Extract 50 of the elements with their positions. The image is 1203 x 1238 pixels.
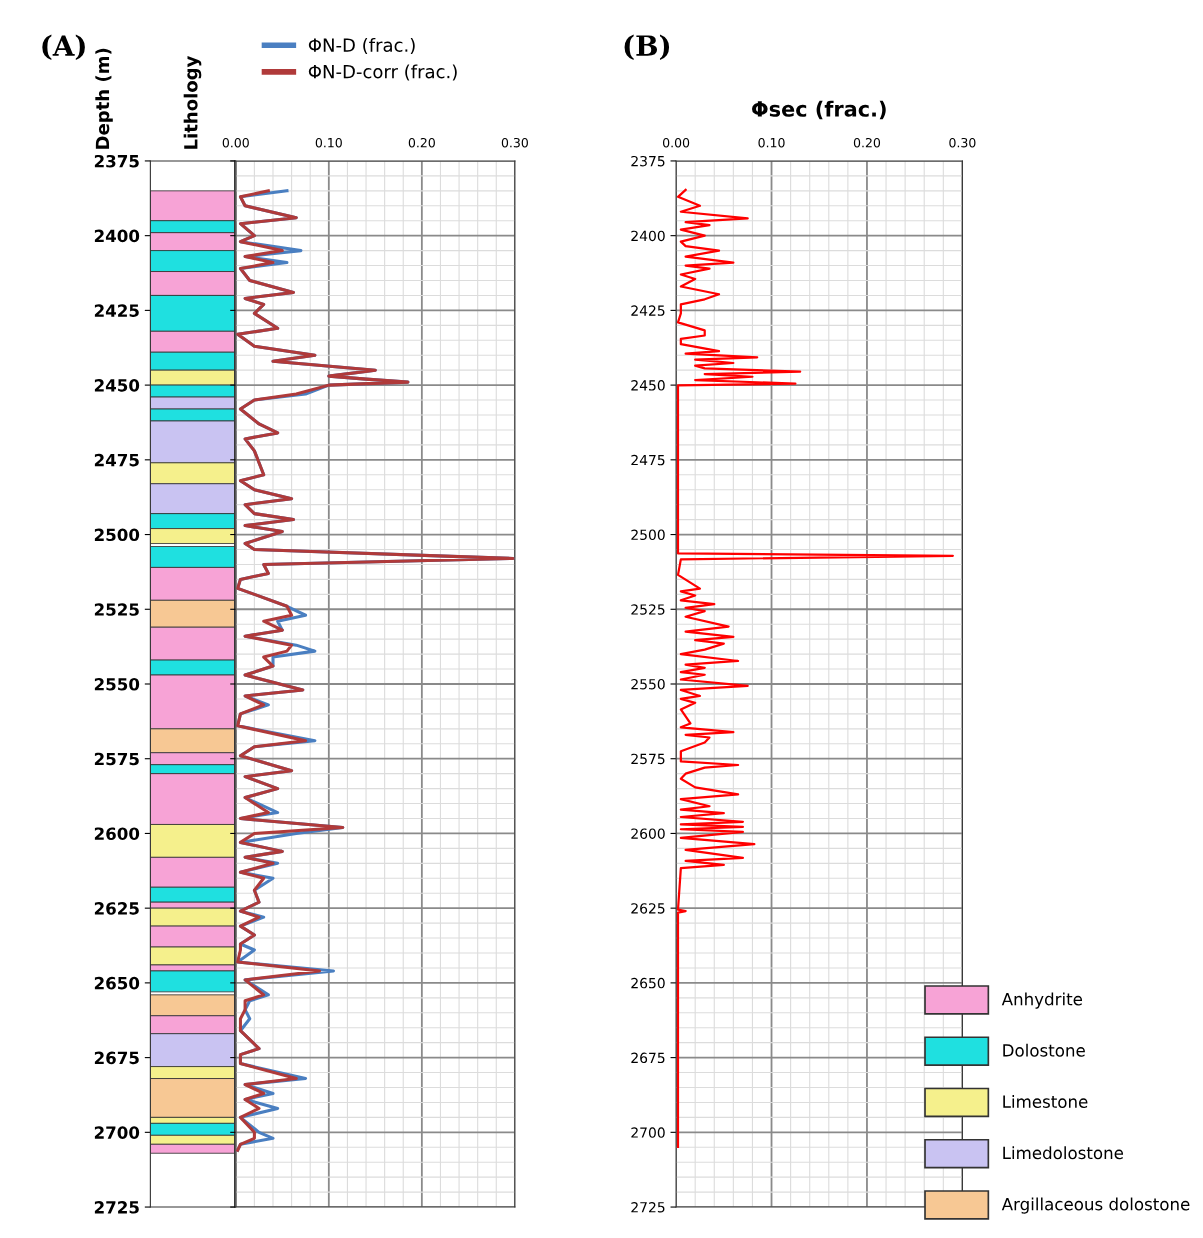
x-tick-label: 0.10 [315, 137, 342, 148]
x-tick-label: 0.30 [501, 137, 528, 148]
y-tick-label: 2700 [94, 1126, 140, 1139]
y-tick-label: 2600 [631, 828, 665, 839]
legend-label: Limedolostone [1003, 1146, 1124, 1160]
y-tick-label: 2550 [631, 678, 665, 690]
x-tick-label: 0.20 [408, 137, 435, 148]
y-tick-label: 2650 [631, 977, 665, 989]
y-tick-label: 2675 [631, 1052, 665, 1064]
y-tick-label: 2400 [94, 229, 140, 243]
y-tick-label: 2475 [94, 453, 139, 467]
y-tick-label: 2500 [631, 529, 665, 541]
y-tick-label: 2725 [631, 1202, 665, 1213]
text: (B) [624, 34, 670, 61]
chart-title: Φsec (frac.) [752, 100, 886, 120]
y-tick-label: 2700 [631, 1127, 665, 1138]
y-tick-label: 2425 [631, 305, 665, 316]
y-tick-label: 2625 [94, 902, 139, 915]
x-tick-label: 0.20 [853, 137, 881, 148]
legend-label: ΦN-D-corr (frac.) [308, 64, 457, 81]
y-tick-label: 2575 [94, 752, 139, 766]
y-tick-label: 2575 [631, 753, 665, 765]
legend-label: ΦN-D (frac.) [308, 37, 415, 55]
y-tick-label: 2425 [94, 304, 139, 317]
y-tick-label: 2375 [94, 154, 139, 168]
y-tick-label: 2375 [631, 155, 665, 167]
legend-label: Dolostone [1003, 1043, 1085, 1057]
y-tick-label: 2725 [94, 1201, 139, 1214]
y-tick-label: 2525 [94, 603, 139, 616]
y-tick-label: 2625 [631, 903, 665, 914]
y-tick-label: 2450 [631, 380, 665, 391]
legend-label: Argillaceous dolostone [1001, 1197, 1190, 1214]
y-tick-label: 2600 [94, 827, 140, 841]
x-tick-label: 0.00 [222, 137, 249, 148]
y-tick-label: 2475 [631, 454, 665, 466]
legend-label: Anhydrite [1001, 992, 1083, 1009]
legend-label: Limestone [1003, 1095, 1088, 1108]
y-tick-label: 2500 [94, 528, 140, 542]
y-tick-label: 2400 [631, 230, 665, 242]
x-tick-label: 0.10 [758, 137, 785, 148]
y-tick-label: 2675 [94, 1051, 139, 1065]
y-tick-label: 2450 [94, 379, 140, 392]
chart-title: Lithology [183, 55, 202, 149]
text: (A) [42, 34, 85, 61]
x-tick-label: 0.30 [949, 137, 976, 148]
y-tick-label: 2550 [94, 677, 140, 691]
y-tick-label: 2525 [631, 604, 665, 615]
y-tick-label: 2650 [94, 976, 140, 990]
y-axis-title: Depth (m) [95, 48, 113, 149]
x-tick-label: 0.00 [662, 137, 690, 148]
